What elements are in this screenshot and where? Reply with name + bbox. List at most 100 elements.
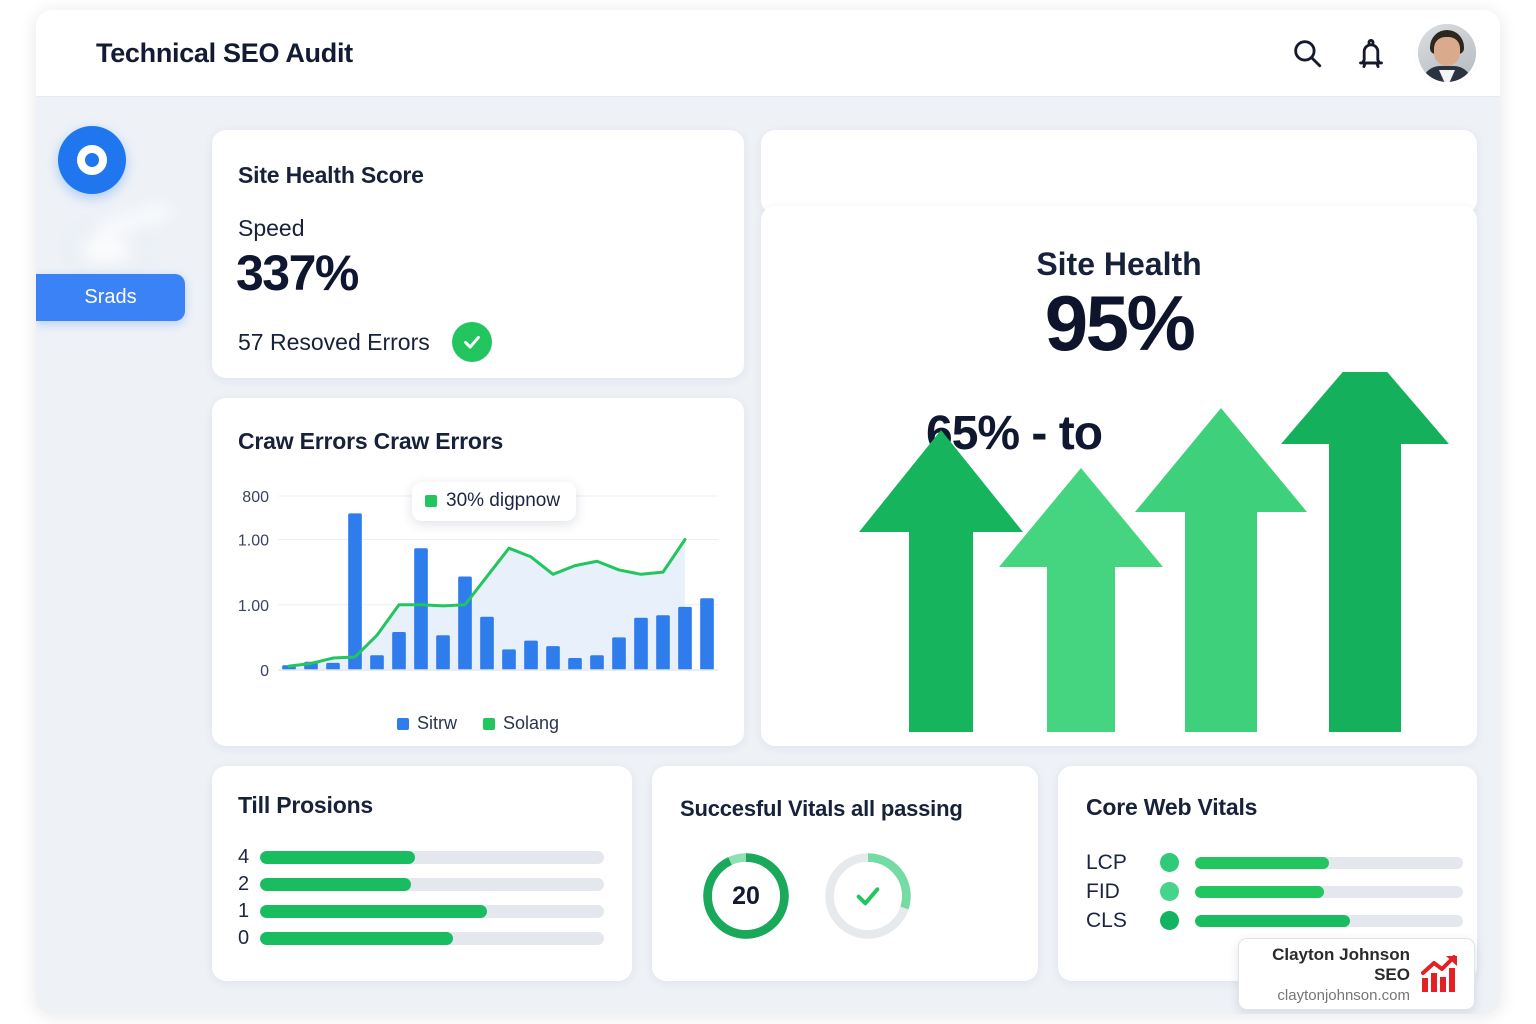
sidebar: Srads <box>36 97 212 1014</box>
card-title: Site Health Score <box>238 162 424 188</box>
core-web-vital-label: FID <box>1086 879 1120 903</box>
till-prosions-card: Till Prosions 4 2 1 0 <box>212 766 632 981</box>
progress-row-label: 2 <box>238 873 250 895</box>
donut-gauge: 20 <box>698 848 794 944</box>
chart-bar <box>348 513 362 670</box>
core-web-vital-track <box>1195 914 1463 927</box>
donut-gauge <box>820 848 916 944</box>
progress-row: 0 <box>238 925 604 952</box>
chart-bar <box>502 649 516 670</box>
progress-row-label: 0 <box>238 927 250 949</box>
donut-value-label: 20 <box>732 881 760 910</box>
progress-row-label: 4 <box>238 846 250 868</box>
core-web-vital-track <box>1195 885 1463 898</box>
donut-value-arc <box>703 853 789 939</box>
watermark-text: Clayton Johnson SEO claytonjohnson.com <box>1251 945 1420 1004</box>
card-title: Craw Errors Craw Errors <box>238 428 504 454</box>
chart-bar <box>678 606 692 670</box>
core-web-vital-row: FID <box>1086 877 1463 906</box>
card-title: Succesful Vitals all passing <box>680 796 963 821</box>
search-icon[interactable] <box>1290 36 1324 70</box>
chart-bar <box>700 598 714 670</box>
chart-bar <box>524 640 538 670</box>
core-web-vital-label: LCP <box>1086 850 1127 874</box>
chart-legend: Sitrw Solang <box>212 713 744 734</box>
progress-fill <box>260 932 453 945</box>
arrow-2 <box>999 468 1163 732</box>
check-icon <box>820 848 916 944</box>
chart-bar <box>590 655 604 670</box>
chart-bar <box>612 637 626 670</box>
progress-row: 1 <box>238 898 604 925</box>
chart-bar <box>634 617 648 670</box>
progress-row: 2 <box>238 871 604 898</box>
progress-bar-list: 4 2 1 0 <box>238 844 604 952</box>
crawl-errors-chart: 800 1.00 1.00 0 <box>232 486 724 698</box>
speed-label: Speed <box>238 215 305 241</box>
chart-bar <box>392 631 406 670</box>
brand-watermark: Clayton Johnson SEO claytonjohnson.com <box>1238 938 1475 1010</box>
site-health-hero-card: Site Health 95% 65% - to <box>761 206 1477 746</box>
progress-row-label: 1 <box>238 900 250 922</box>
chart-bar <box>656 615 670 670</box>
card-title: Core Web Vitals <box>1086 794 1258 820</box>
progress-track <box>260 932 604 945</box>
bar-chart-arrow-icon <box>1420 954 1462 994</box>
progress-fill <box>260 905 488 918</box>
header-actions <box>1290 24 1476 82</box>
chart-line <box>287 538 687 668</box>
chart-tooltip: 30% digpnow <box>412 482 577 521</box>
hero-top-strip <box>761 130 1477 214</box>
watermark-url: claytonjohnson.com <box>1277 986 1410 1004</box>
circle-logo-icon <box>58 126 126 194</box>
chart-bar <box>480 616 494 670</box>
hero-label: Site Health <box>1036 246 1202 282</box>
core-web-vital-fill <box>1195 914 1351 927</box>
card-title: Till Prosions <box>238 792 374 818</box>
chart-bar <box>370 655 384 670</box>
sidebar-logo[interactable] <box>58 126 202 194</box>
speed-value: 337% <box>236 245 359 301</box>
site-health-score-card: Site Health Score Speed 337% 57 Resoved … <box>212 130 744 378</box>
y-axis-tick-label: 0 <box>260 663 269 680</box>
core-web-vital-label: CLS <box>1086 908 1127 932</box>
legend-item: Solang <box>482 713 560 734</box>
donut-gauge-group: 20 <box>698 848 916 944</box>
y-axis-tick-label: 1.00 <box>238 598 269 615</box>
check-circle-icon <box>451 322 492 362</box>
progress-track <box>260 851 604 864</box>
decorative-blur-shape <box>50 197 200 297</box>
page-title: Technical SEO Audit <box>96 37 353 68</box>
sidebar-item-srads[interactable]: Srads <box>36 274 185 321</box>
hero-value: 95% <box>1044 279 1196 367</box>
status-dot-icon <box>1160 882 1179 901</box>
progress-fill <box>260 878 412 891</box>
status-dot-icon <box>1160 853 1179 872</box>
chart-bar <box>414 548 428 670</box>
successful-vitals-card: Succesful Vitals all passing 20 <box>652 766 1038 981</box>
core-web-vital-fill <box>1195 885 1324 898</box>
avatar[interactable] <box>1418 24 1476 82</box>
arrow-1 <box>859 430 1023 732</box>
progress-row: 4 <box>238 844 604 871</box>
core-web-vitals-list: LCP FID CLS <box>1086 848 1463 935</box>
resolved-errors-row: 57 Resoved Errors <box>238 322 492 362</box>
legend-swatch-icon <box>396 717 409 730</box>
chart-bar <box>436 635 450 670</box>
app-header: Technical SEO Audit <box>36 10 1500 97</box>
resolved-errors-text: 57 Resoved Errors <box>238 328 430 355</box>
progress-track <box>260 878 604 891</box>
watermark-name: Clayton Johnson SEO <box>1272 944 1410 984</box>
arrow-4 <box>1281 372 1449 732</box>
core-web-vital-row: LCP <box>1086 848 1463 877</box>
legend-item: Sitrw <box>396 713 457 734</box>
chart-area-fill <box>289 539 685 670</box>
legend-swatch-icon <box>482 717 495 730</box>
dashboard-root: Technical SEO Audit <box>36 10 1500 1014</box>
status-dot-icon <box>1160 911 1179 930</box>
chart-bar <box>546 646 560 670</box>
legend-label: Solang <box>502 713 560 733</box>
chart-bar <box>568 658 582 670</box>
bell-icon[interactable] <box>1354 36 1388 70</box>
chart-bar <box>326 662 340 670</box>
